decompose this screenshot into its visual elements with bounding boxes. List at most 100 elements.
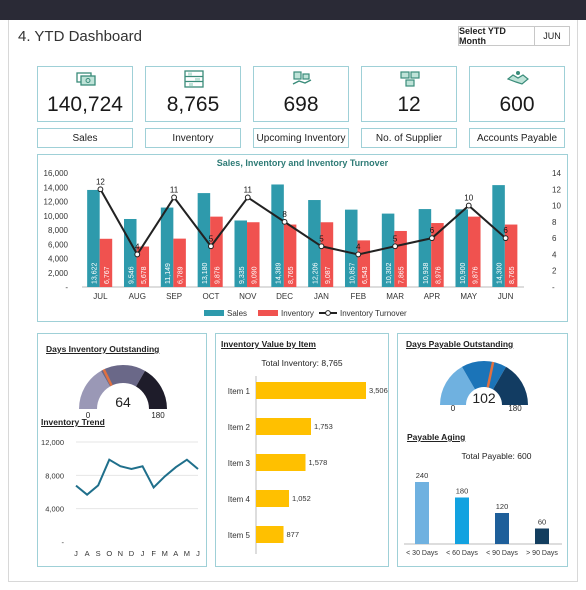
inventory-bar-label: 6,767 bbox=[104, 266, 111, 284]
turnover-line bbox=[99, 188, 507, 257]
inventory-bar-label: 6,789 bbox=[178, 266, 185, 284]
dashboard-frame bbox=[8, 20, 578, 582]
sales-bar bbox=[271, 184, 284, 287]
item-bar bbox=[256, 418, 311, 435]
x-tick-label: O bbox=[106, 549, 112, 558]
turnover-point bbox=[97, 186, 104, 193]
item-value-label: 1,578 bbox=[309, 458, 328, 467]
sales-bar-label: 13,622 bbox=[91, 262, 98, 284]
x-tick-label: JAN bbox=[314, 292, 329, 301]
aging-category-label: > 90 Days bbox=[526, 550, 558, 557]
legend-turnover-marker bbox=[325, 310, 331, 316]
gauge-min-label: 0 bbox=[451, 404, 456, 413]
sales-bar bbox=[87, 189, 100, 287]
inventory-bar bbox=[468, 216, 481, 287]
y-tick-label: 12,000 bbox=[41, 438, 64, 447]
sales-bar-label: 11,149 bbox=[165, 263, 172, 284]
x-tick-label: OCT bbox=[202, 292, 219, 301]
gauge-band bbox=[136, 370, 167, 409]
kpi-label-sales: Sales bbox=[37, 128, 133, 148]
item-value-label: 3,506 bbox=[369, 386, 388, 395]
y-tick-label: - bbox=[65, 283, 68, 292]
kpi-card-accounts-payable: 600 bbox=[469, 66, 565, 122]
trend-title: Inventory Trend bbox=[41, 417, 105, 427]
x-tick-label: D bbox=[129, 549, 135, 558]
item-value-label: 1,753 bbox=[314, 422, 333, 431]
item-label: Item 5 bbox=[228, 531, 251, 540]
aging-total: Total Payable: 600 bbox=[461, 451, 532, 461]
kpi-card-inventory: 8,765 bbox=[145, 66, 241, 122]
inventory-bar-label: 8,976 bbox=[435, 266, 442, 284]
sales-bar-label: 9,335 bbox=[239, 266, 246, 284]
turnover-label: 5 bbox=[319, 234, 324, 243]
turnover-point bbox=[429, 235, 435, 242]
sales-bar-label: 13,180 bbox=[202, 262, 209, 284]
sales-bar bbox=[492, 185, 505, 287]
inventory-bar bbox=[504, 224, 518, 287]
gauge-band bbox=[101, 365, 145, 387]
turnover-label: 12 bbox=[96, 177, 105, 186]
turnover-point bbox=[355, 251, 362, 258]
month-selector[interactable]: Select YTD Month JUN bbox=[458, 26, 570, 46]
x-tick-label: AUG bbox=[129, 292, 146, 301]
kpi-value-upcoming-inventory: 698 bbox=[283, 93, 319, 116]
y2-tick-label: 6 bbox=[552, 234, 557, 243]
sales-bar-label: 10,938 bbox=[423, 262, 430, 284]
kpi-card-sales: 140,724 bbox=[37, 66, 133, 122]
kpi-value-inventory: 8,765 bbox=[166, 93, 220, 116]
turnover-label: 6 bbox=[503, 226, 508, 235]
dpo-gauge: 102 0 180 bbox=[440, 361, 528, 413]
turnover-point bbox=[171, 194, 177, 201]
y2-tick-label: 14 bbox=[552, 169, 561, 178]
x-tick-label: JUL bbox=[93, 292, 108, 301]
gauge-band bbox=[493, 366, 528, 405]
aging-bar bbox=[415, 482, 429, 544]
aging-category-label: < 30 Days bbox=[406, 550, 438, 557]
aging-title: Payable Aging bbox=[407, 432, 466, 442]
sales-bar-label: 9,546 bbox=[128, 266, 135, 284]
y-tick-label: 10,000 bbox=[44, 212, 69, 221]
sales-bar bbox=[197, 193, 211, 287]
x-tick-label: JUN bbox=[498, 292, 514, 301]
x-tick-label: J bbox=[74, 549, 78, 558]
kpi-label-upcoming-inventory: Upcoming Inventory bbox=[253, 128, 349, 148]
turnover-point bbox=[465, 202, 472, 209]
inventory-bar bbox=[99, 238, 113, 287]
legend-inventory-swatch bbox=[258, 310, 278, 316]
sales-bar bbox=[160, 207, 174, 287]
aging-value-label: 120 bbox=[496, 502, 509, 511]
month-selector-value[interactable]: JUN bbox=[543, 31, 561, 41]
aging-category-label: < 60 Days bbox=[446, 550, 478, 557]
trend-line bbox=[75, 458, 199, 496]
sales-bar-label: 10,900 bbox=[460, 262, 467, 284]
sales-bar bbox=[455, 209, 469, 287]
item-label: Item 2 bbox=[228, 423, 251, 432]
item-bar bbox=[256, 526, 284, 543]
item-value-label: 877 bbox=[287, 530, 300, 539]
legend-sales-swatch bbox=[204, 310, 224, 316]
kpi-label-inventory: Inventory bbox=[145, 128, 241, 148]
y2-tick-label: - bbox=[552, 283, 555, 292]
inventory-bar-label: 9,876 bbox=[472, 266, 479, 284]
x-tick-label: A bbox=[173, 549, 178, 558]
main-chart-panel: Sales, Inventory and Inventory Turnover … bbox=[37, 154, 568, 322]
aging-category-label: < 90 Days bbox=[486, 550, 518, 557]
turnover-point bbox=[392, 243, 398, 250]
sales-bar bbox=[308, 200, 321, 287]
item-label: Item 3 bbox=[228, 459, 251, 468]
inventory-by-item-chart: Item 1 3,506 Item 2 1,753 Item 3 1,578 Item 4 1… bbox=[228, 376, 388, 554]
page-title: 4. YTD Dashboard bbox=[18, 28, 142, 45]
inventory-bar-label: 9,876 bbox=[214, 266, 221, 284]
legend-inventory-label: Inventory bbox=[281, 309, 314, 318]
money-icon bbox=[76, 72, 96, 86]
aging-value-label: 180 bbox=[456, 487, 469, 496]
turnover-label: 4 bbox=[135, 242, 140, 251]
item-bar bbox=[256, 454, 306, 471]
inventory-bar bbox=[136, 246, 150, 287]
turnover-label: 5 bbox=[393, 234, 398, 243]
inventory-bar-label: 5,678 bbox=[141, 266, 148, 284]
y2-tick-label: 2 bbox=[552, 267, 557, 276]
inventory-bar bbox=[247, 222, 260, 287]
turnover-point bbox=[208, 243, 214, 250]
